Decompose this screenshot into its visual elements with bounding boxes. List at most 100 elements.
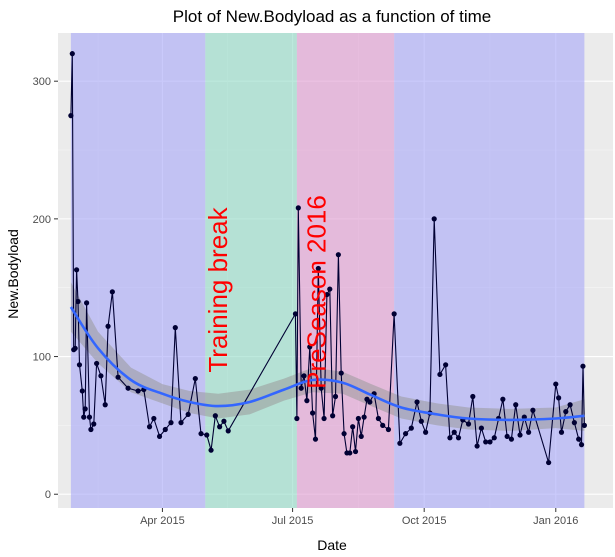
- data-point: [321, 415, 327, 422]
- data-point: [504, 433, 510, 440]
- data-point: [76, 362, 83, 368]
- period-annotations: Training break PreSeason 2016: [203, 195, 331, 389]
- data-point: [324, 291, 330, 298]
- data-point: [470, 393, 476, 400]
- data-point: [361, 414, 367, 420]
- data-point: [558, 429, 565, 435]
- y-axis-ticks: 0 100 200 300: [33, 76, 58, 501]
- data-point: [73, 267, 80, 273]
- data-point: [443, 362, 449, 368]
- data-point: [298, 385, 304, 391]
- data-point: [135, 388, 141, 394]
- data-point: [487, 439, 493, 445]
- y-tick-label: 100: [33, 352, 51, 364]
- x-tick-label: Apr 2015: [140, 515, 185, 527]
- x-axis-title: Date: [317, 537, 347, 553]
- data-point: [455, 435, 462, 441]
- data-point: [563, 409, 569, 415]
- data-point: [447, 435, 453, 441]
- data-point: [327, 286, 333, 292]
- data-point: [82, 406, 88, 412]
- data-point: [437, 371, 443, 378]
- data-point: [102, 402, 108, 408]
- data-point: [98, 373, 104, 379]
- data-point: [156, 433, 163, 440]
- data-point: [517, 432, 523, 438]
- confidence-band: [70, 282, 585, 431]
- data-point: [330, 413, 336, 419]
- data-point: [72, 345, 78, 351]
- data-point: [491, 435, 497, 441]
- y-tick-label: 0: [45, 489, 51, 501]
- x-tick-label: Jul 2015: [272, 515, 314, 527]
- chart-title: Plot of New.Bodyload as a function of ti…: [173, 7, 491, 26]
- data-point: [553, 381, 559, 387]
- data-point: [91, 421, 97, 427]
- data-point: [408, 425, 414, 431]
- data-point: [307, 344, 313, 350]
- period-label: Training break: [203, 206, 233, 372]
- data-point: [69, 51, 75, 57]
- data-point: [526, 429, 532, 435]
- data-point: [567, 402, 573, 408]
- data-point: [125, 385, 131, 391]
- data-point: [483, 439, 489, 445]
- data-point: [312, 436, 319, 442]
- data-point: [580, 363, 586, 369]
- y-axis-title: New.Bodyload: [5, 229, 21, 319]
- data-point: [168, 420, 174, 426]
- data-points: [68, 51, 587, 466]
- data-point: [208, 447, 214, 453]
- data-point: [105, 323, 111, 329]
- data-point: [521, 414, 527, 420]
- data-point: [172, 325, 178, 331]
- data-point: [508, 436, 515, 442]
- data-point: [397, 440, 403, 446]
- data-point: [414, 399, 420, 405]
- data-point: [341, 431, 347, 437]
- x-tick-label: Jan 2016: [533, 515, 578, 527]
- data-point: [375, 415, 382, 422]
- data-point: [94, 360, 100, 367]
- data-point: [578, 442, 585, 448]
- smooth-curve: [69, 306, 585, 422]
- data-point: [338, 370, 344, 376]
- data-point: [385, 426, 392, 433]
- confidence-band-area: [70, 282, 585, 431]
- data-point: [86, 414, 93, 420]
- smooth-line: [69, 306, 585, 422]
- period-band: [296, 33, 395, 508]
- data-point: [418, 418, 424, 424]
- data-point: [358, 433, 364, 440]
- data-point: [513, 402, 519, 408]
- data-point: [355, 415, 361, 422]
- data-point: [576, 436, 582, 442]
- data-point: [88, 426, 94, 433]
- data-point: [367, 399, 373, 405]
- data-point: [204, 432, 210, 438]
- data-point: [474, 443, 480, 449]
- data-point: [347, 450, 353, 456]
- data-point: [151, 415, 157, 422]
- data-point: [423, 429, 429, 435]
- data-point: [402, 431, 409, 437]
- data-point: [451, 429, 457, 435]
- data-point: [530, 407, 536, 413]
- data-point: [192, 375, 198, 382]
- data-point: [84, 300, 90, 306]
- y-tick-label: 300: [33, 76, 51, 88]
- data-point: [391, 311, 397, 317]
- data-point: [380, 422, 386, 428]
- x-tick-label: Oct 2015: [402, 515, 447, 527]
- data-point: [301, 373, 307, 379]
- data-point: [315, 265, 321, 272]
- data-point: [294, 415, 300, 422]
- period-label: PreSeason 2016: [302, 195, 332, 389]
- data-point: [318, 385, 324, 391]
- data-point: [571, 420, 577, 426]
- data-point: [352, 448, 359, 455]
- x-axis-ticks: Apr 2015 Jul 2015 Oct 2015 Jan 2016: [140, 508, 578, 527]
- data-point: [75, 298, 81, 305]
- data-point: [431, 216, 437, 222]
